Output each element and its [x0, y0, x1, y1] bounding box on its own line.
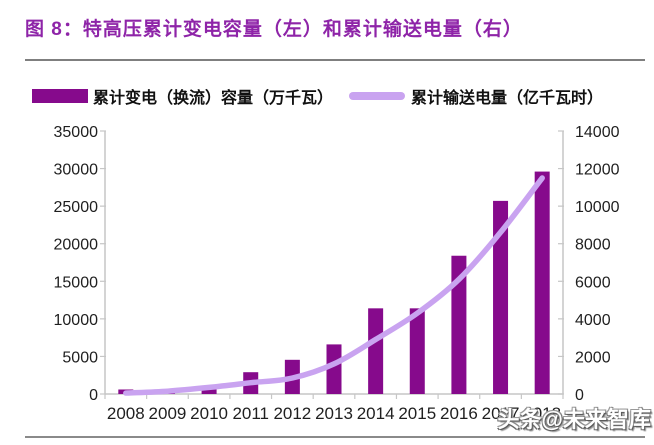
x-axis-label-2009: 2009 [149, 404, 187, 423]
bar-2015 [409, 308, 425, 394]
legend-label-transmission: 累计输送电量（亿千瓦时） [411, 90, 604, 107]
bar-series-swatch [32, 89, 88, 103]
right-axis-tick-label: 6000 [575, 274, 611, 291]
chart-legend: 累计变电（换流）容量（万千瓦） 累计输送电量（亿千瓦时） [32, 85, 647, 107]
x-axis-label-2014: 2014 [357, 404, 395, 423]
right-axis-tick-label: 14000 [575, 124, 620, 141]
left-axis-tick-label: 30000 [54, 162, 99, 179]
right-axis-tick-label: 10000 [575, 199, 620, 216]
x-axis-label-2015: 2015 [398, 404, 436, 423]
legend-label-capacity: 累计变电（换流）容量（万千瓦） [93, 90, 334, 107]
bar-2013 [326, 344, 342, 394]
x-axis-label-2008: 2008 [107, 404, 145, 423]
transmission-line-series [123, 175, 545, 396]
left-axis-tick-label: 5000 [62, 349, 98, 366]
x-axis-label-2010: 2010 [190, 404, 228, 423]
left-axis-tick-label: 10000 [54, 312, 99, 329]
bar-2017 [493, 200, 509, 394]
left-axis-tick-label: 15000 [54, 274, 99, 291]
line-series-swatch [349, 92, 406, 100]
left-axis-tick-label: 0 [89, 387, 98, 404]
right-axis-tick-label: 8000 [575, 237, 611, 254]
x-axis-label-2018: 2018 [523, 404, 561, 423]
x-axis-label-2013: 2013 [315, 404, 353, 423]
watermark-text: 头条@未来智库 [497, 407, 651, 432]
right-axis-tick-label: 2000 [575, 349, 611, 366]
legend-item-capacity: 累计变电（换流）容量（万千瓦） [32, 84, 333, 108]
legend-item-transmission: 累计输送电量（亿千瓦时） [349, 84, 603, 108]
bar-2010 [201, 387, 217, 394]
right-axis-tick-label: 4000 [575, 312, 611, 329]
right-axis-tick-label: 12000 [575, 162, 620, 179]
chart-canvas: 0 5000 10000 15000 20000 25000 30000 35000 0 2000… [54, 124, 620, 423]
right-axis-tick-label: 0 [575, 387, 584, 404]
bar-2016 [451, 255, 467, 394]
left-axis-tick-label: 35000 [54, 124, 99, 141]
x-axis-label-2017: 2017 [482, 404, 520, 423]
figure-title: 图 8：特高压累计变电容量（左）和累计输送电量（右） [25, 19, 523, 40]
bar-2014 [368, 308, 384, 394]
title-divider [25, 59, 645, 61]
chart-area: 0 5000 10000 15000 20000 25000 30000 35000 0 2000… [0, 110, 654, 445]
x-axis-label-2016: 2016 [440, 404, 478, 423]
x-axis-label-2012: 2012 [273, 404, 311, 423]
left-axis-tick-label: 20000 [54, 237, 99, 254]
bottom-divider [25, 436, 645, 438]
left-axis-tick-label: 25000 [54, 199, 99, 216]
bar-2018 [534, 171, 550, 394]
x-axis-label-2011: 2011 [232, 404, 269, 423]
